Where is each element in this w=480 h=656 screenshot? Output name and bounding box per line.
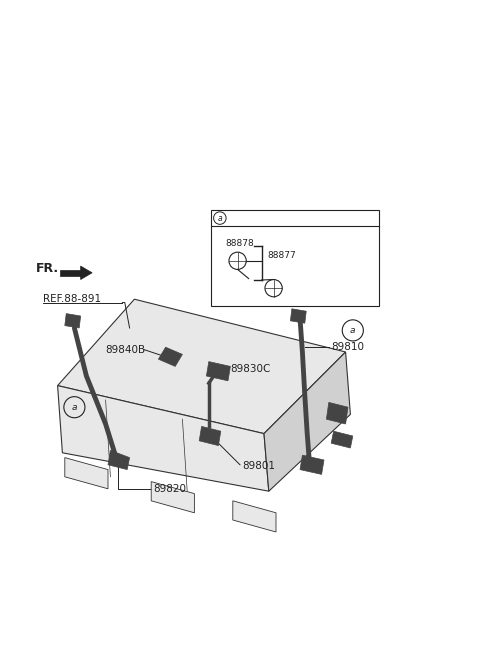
Polygon shape: [264, 352, 350, 491]
Text: a: a: [72, 403, 77, 412]
Polygon shape: [151, 482, 194, 513]
Polygon shape: [233, 501, 276, 532]
Polygon shape: [58, 299, 346, 434]
Polygon shape: [158, 347, 182, 367]
Text: 88878: 88878: [226, 239, 254, 247]
Polygon shape: [65, 458, 108, 489]
Text: 89801: 89801: [242, 461, 276, 471]
Text: FR.: FR.: [36, 262, 59, 274]
FancyBboxPatch shape: [211, 211, 379, 306]
Polygon shape: [60, 270, 81, 276]
Text: 89830C: 89830C: [230, 364, 271, 374]
Polygon shape: [58, 386, 269, 491]
Polygon shape: [81, 266, 92, 279]
Text: 89810: 89810: [331, 342, 364, 352]
Polygon shape: [65, 314, 81, 328]
Text: a: a: [217, 214, 222, 222]
Polygon shape: [331, 431, 353, 448]
Polygon shape: [290, 309, 306, 323]
Text: 89820: 89820: [154, 484, 187, 494]
Polygon shape: [199, 426, 221, 445]
Text: a: a: [350, 326, 356, 335]
Polygon shape: [326, 402, 348, 424]
Text: REF.88-891: REF.88-891: [43, 294, 101, 304]
Polygon shape: [300, 455, 324, 474]
Text: 89840B: 89840B: [106, 344, 146, 355]
Polygon shape: [108, 451, 130, 470]
Text: 88877: 88877: [267, 251, 296, 260]
Polygon shape: [206, 361, 230, 380]
